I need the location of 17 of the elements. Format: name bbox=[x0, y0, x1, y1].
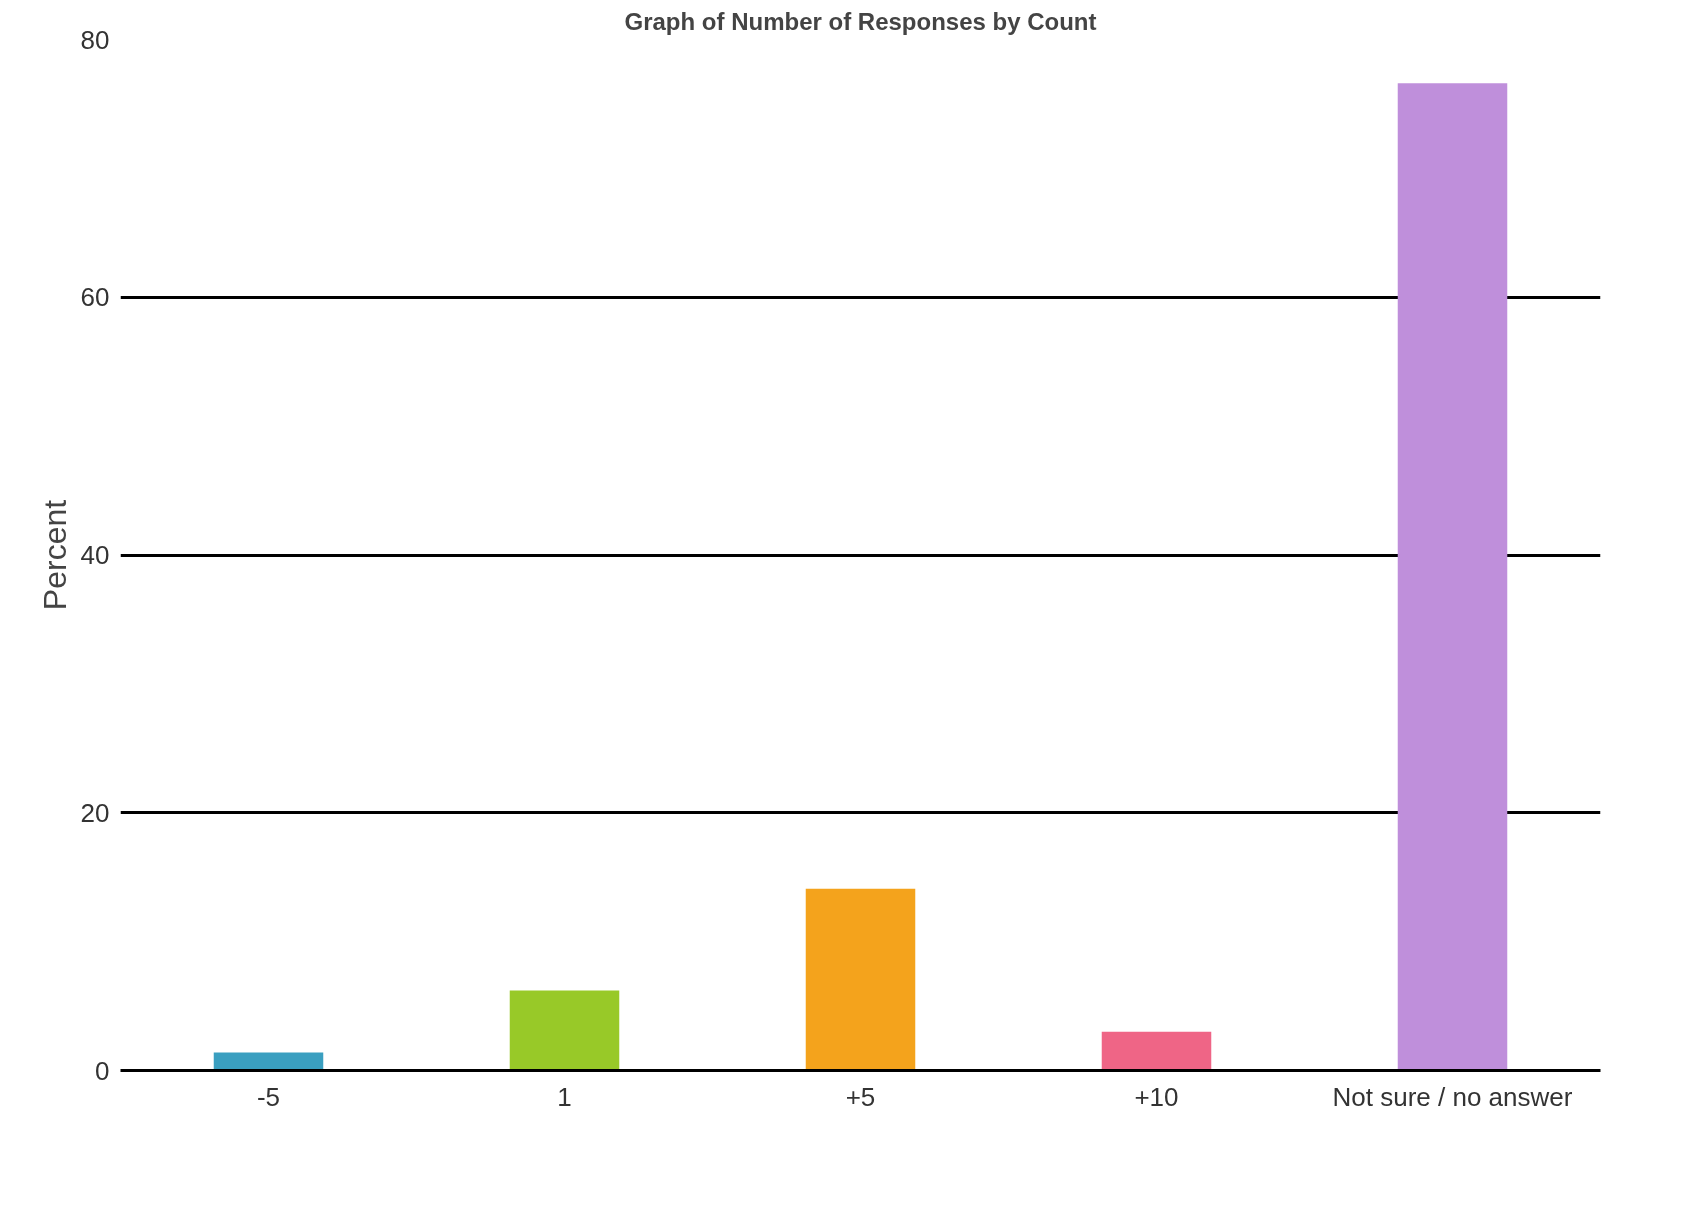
bar bbox=[805, 888, 916, 1071]
chart-title: Graph of Number of Responses by Count bbox=[624, 7, 1097, 35]
y-tick-label: 80 bbox=[80, 24, 110, 55]
bar bbox=[509, 990, 620, 1071]
x-tick-label: +5 bbox=[845, 1081, 876, 1112]
bar bbox=[1101, 1031, 1212, 1071]
y-tick-label: 20 bbox=[80, 797, 110, 828]
x-tick-label: Not sure / no answer bbox=[1332, 1081, 1573, 1112]
y-tick-label: 60 bbox=[80, 282, 110, 313]
x-tick-label: 1 bbox=[557, 1081, 572, 1112]
x-tick-label: +10 bbox=[1134, 1081, 1179, 1112]
y-tick-label: 0 bbox=[95, 1055, 110, 1086]
y-axis-title: Percent bbox=[36, 499, 73, 611]
bar bbox=[1397, 83, 1508, 1071]
y-tick-label: 40 bbox=[80, 540, 110, 570]
bar bbox=[213, 1052, 324, 1071]
x-tick-label: -5 bbox=[256, 1081, 281, 1112]
